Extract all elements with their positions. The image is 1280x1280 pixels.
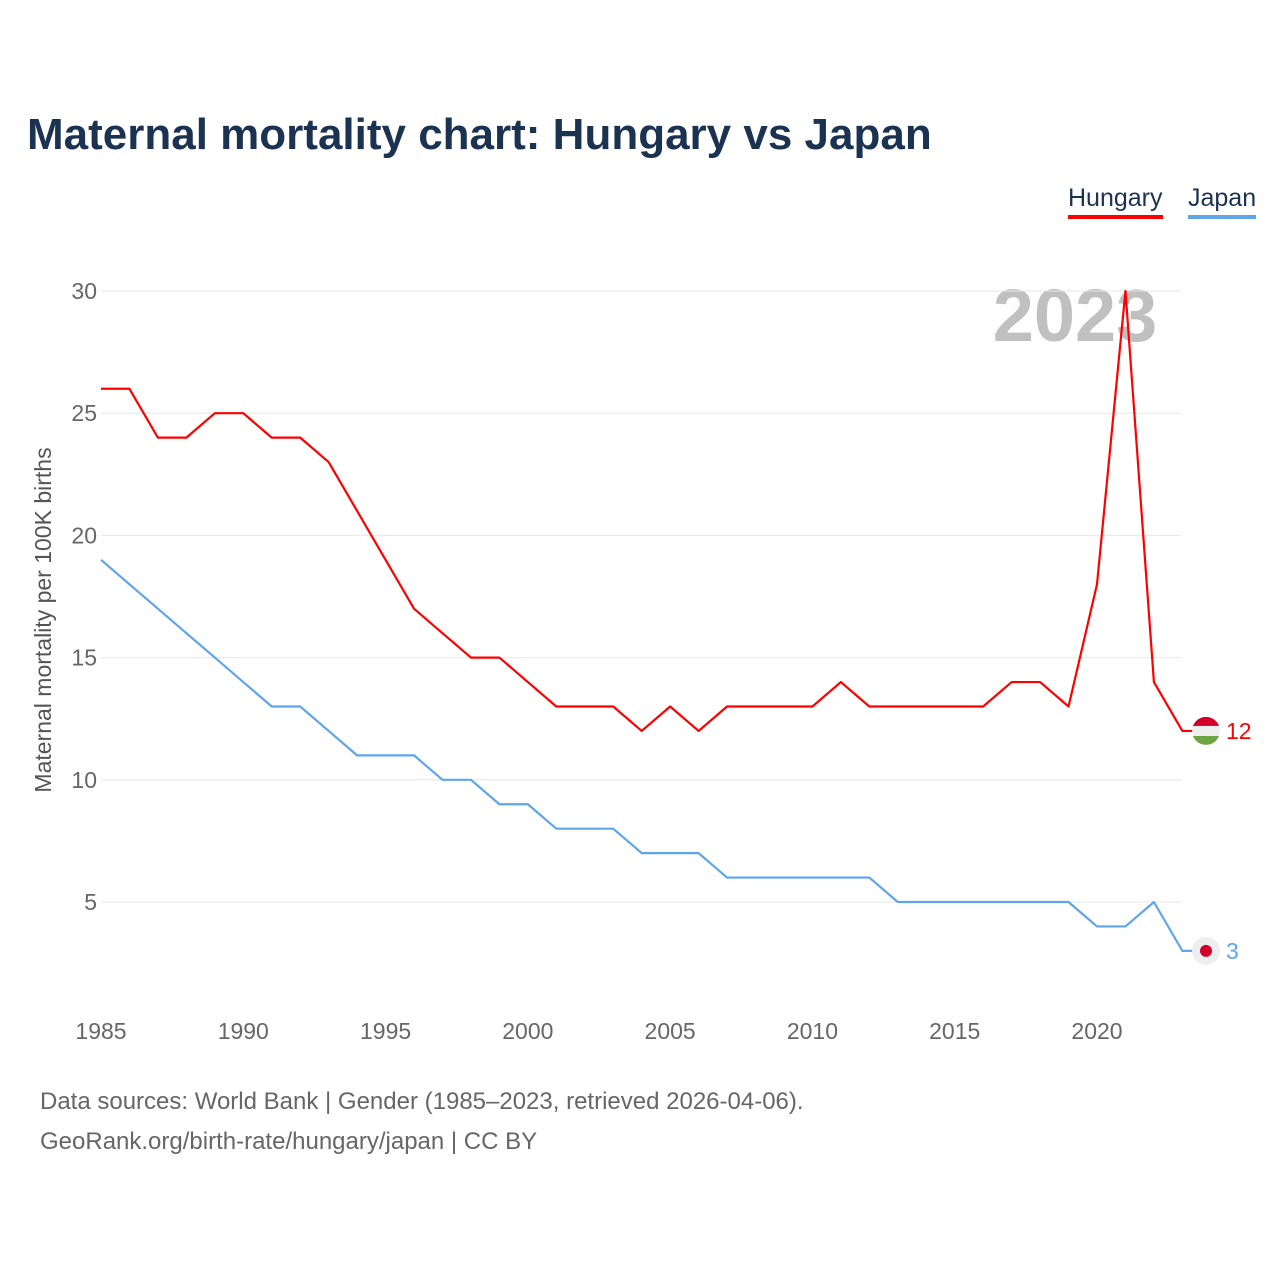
x-tick-label: 2015: [929, 1018, 980, 1044]
legend-hungary[interactable]: Hungary: [1068, 184, 1163, 219]
x-tick-label: 2005: [645, 1018, 696, 1044]
hungary-flag-icon: [1192, 716, 1220, 745]
y-tick-label: 15: [71, 645, 97, 671]
end-value-label-japan: 3: [1226, 938, 1239, 964]
y-tick-label: 20: [71, 522, 97, 548]
legend-japan[interactable]: Japan: [1188, 184, 1257, 219]
footer-credit[interactable]: GeoRank.org/birth-rate/hungary/japan | C…: [40, 1128, 538, 1155]
x-tick-label: 1985: [75, 1018, 126, 1044]
japan-flag-icon: [1192, 936, 1220, 965]
y-tick-label: 25: [71, 400, 97, 426]
year-watermark: 2023: [993, 274, 1158, 357]
series-line-japan: [100, 559, 1195, 952]
footer-sources: Data sources: World Bank | Gender (1985–…: [40, 1088, 804, 1115]
x-tick-label: 1995: [360, 1018, 411, 1044]
end-value-label-hungary: 12: [1226, 718, 1252, 744]
x-tick-label: 2020: [1071, 1018, 1122, 1044]
y-tick-label: 5: [84, 889, 97, 915]
y-tick-label: 30: [71, 278, 97, 304]
y-axis-label: Maternal mortality per 100K births: [30, 447, 56, 792]
chart-title: Maternal mortality chart: Hungary vs Jap…: [27, 110, 932, 159]
x-tick-label: 2010: [787, 1018, 838, 1044]
y-tick-label: 10: [71, 767, 97, 793]
x-tick-label: 1990: [218, 1018, 269, 1044]
series-line-hungary: [101, 289, 1195, 733]
x-tick-label: 2000: [502, 1018, 553, 1044]
